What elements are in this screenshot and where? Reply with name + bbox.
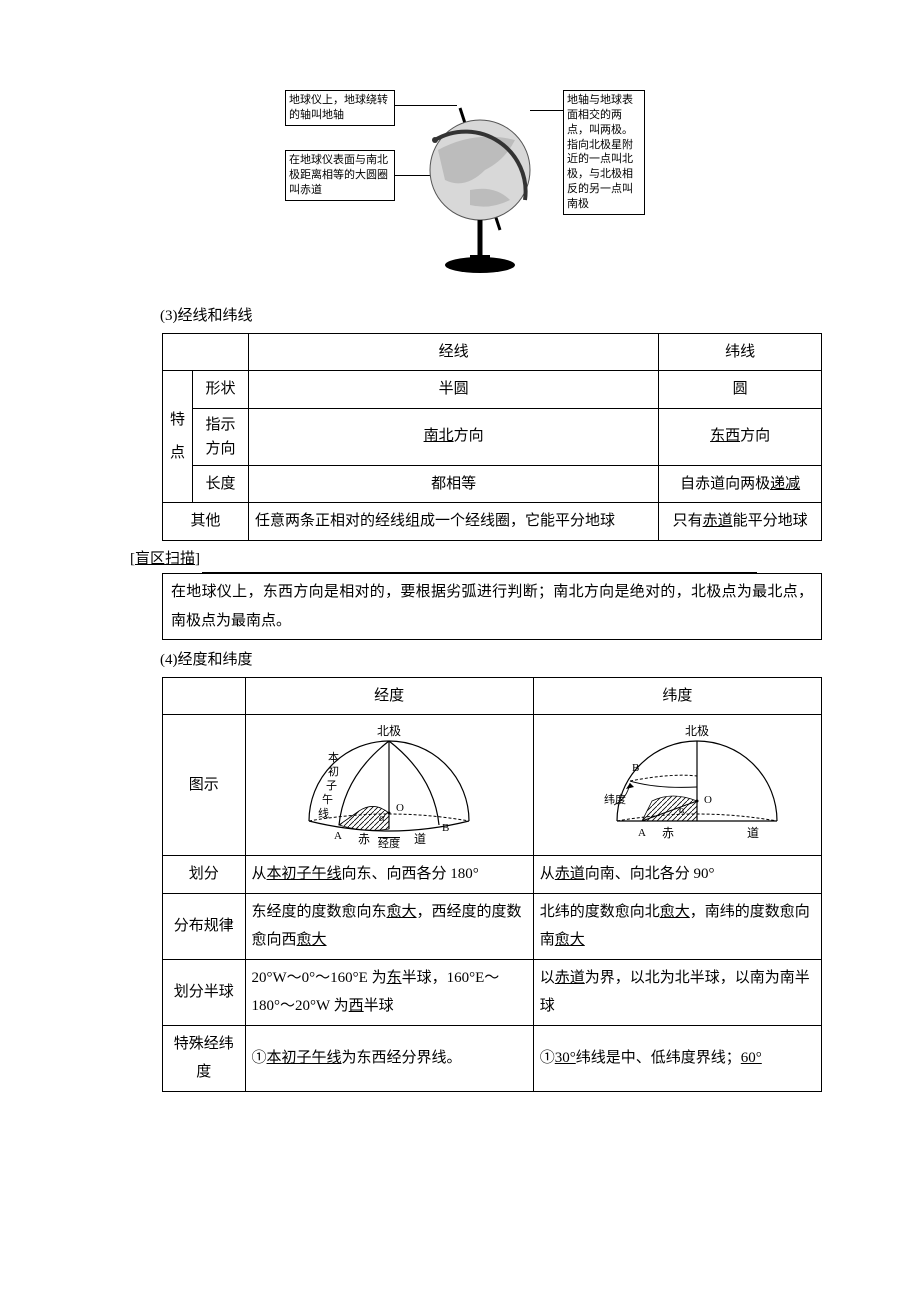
svg-text:α: α xyxy=(379,812,385,824)
globe-illustration xyxy=(415,100,545,280)
svg-text:赤: 赤 xyxy=(662,826,674,840)
huafen-wei: 从赤道向南、向北各分 90° xyxy=(533,856,821,894)
row-fenbu-label: 分布规律 xyxy=(163,893,246,959)
section3-title: (3)经线和纬线 xyxy=(130,302,800,331)
teshu-jing: ①本初子午线为东西经分界线。 xyxy=(245,1025,533,1091)
callout-axis: 地球仪上，地球绕转的轴叫地轴 xyxy=(285,90,395,126)
svg-text:北极: 北极 xyxy=(377,724,401,738)
blindspot-scan-line xyxy=(202,572,757,573)
row-direction-label: 指示方向 xyxy=(193,408,249,465)
direction-wei: 东西方向 xyxy=(659,408,822,465)
svg-text:O: O xyxy=(396,802,404,814)
blindspot-scan-header: [盲区扫描] xyxy=(130,545,800,574)
th-jingxian: 经线 xyxy=(249,333,659,371)
svg-text:A: A xyxy=(334,830,342,842)
th-jingdu: 经度 xyxy=(245,677,533,715)
svg-text:道: 道 xyxy=(414,832,426,846)
svg-text:初: 初 xyxy=(328,764,339,778)
rowgroup-feature: 特点 xyxy=(163,371,193,503)
shape-wei: 圆 xyxy=(659,371,822,409)
teshu-wei: ①30°纬线是中、低纬度界线；60° xyxy=(533,1025,821,1091)
other-wei: 只有赤道能平分地球 xyxy=(659,503,822,541)
svg-text:午: 午 xyxy=(322,793,333,806)
fenbu-wei: 北纬的度数愈向北愈大，南纬的度数愈向南愈大 xyxy=(533,893,821,959)
svg-text:赤: 赤 xyxy=(358,832,370,846)
svg-text:B: B xyxy=(632,762,639,774)
blindspot-note: 在地球仪上，东西方向是相对的，要根据劣弧进行判断；南北方向是绝对的，北极点为最北… xyxy=(162,573,822,640)
length-jing: 都相等 xyxy=(249,465,659,503)
table-jingwei-degrees: 经度 纬度 图示 北极 O α A B 本 初 子 午 xyxy=(162,677,822,1092)
length-wei: 自赤道向两极递减 xyxy=(659,465,822,503)
svg-text:经度: 经度 xyxy=(378,836,400,849)
globe-figure: 地球仪上，地球绕转的轴叫地轴 在地球仪表面与南北极距离相等的大圆圈叫赤道 地轴与… xyxy=(285,90,645,290)
diagram-jingdu: 北极 O α A B 本 初 子 午 线 赤 道 经度 xyxy=(245,715,533,856)
banqiu-jing: 20°W～0°～160°E 为东半球，160°E～180°～20°W 为西半球 xyxy=(245,959,533,1025)
svg-text:本: 本 xyxy=(328,750,339,764)
row-length-label: 长度 xyxy=(193,465,249,503)
row-tushi-label: 图示 xyxy=(163,715,246,856)
svg-text:A: A xyxy=(638,827,646,839)
svg-text:北极: 北极 xyxy=(685,724,709,738)
callout-poles: 地轴与地球表面相交的两点，叫两极。指向北极星附近的一点叫北极，与北极相反的另一点… xyxy=(563,90,645,215)
svg-text:α: α xyxy=(679,804,685,816)
svg-text:O: O xyxy=(704,794,712,806)
th-weidu: 纬度 xyxy=(533,677,821,715)
svg-text:道: 道 xyxy=(747,826,759,840)
section4-title: (4)经度和纬度 xyxy=(130,646,800,675)
direction-jing: 南北方向 xyxy=(249,408,659,465)
row-teshu-label: 特殊经纬度 xyxy=(163,1025,246,1091)
blindspot-scan-label: [盲区扫描] xyxy=(130,545,200,574)
diagram-weidu: 北极 O α A B 纬度 赤 道 xyxy=(533,715,821,856)
other-jing: 任意两条正相对的经线组成一个经线圈，它能平分地球 xyxy=(249,503,659,541)
row-huafen-label: 划分 xyxy=(163,856,246,894)
callout-equator: 在地球仪表面与南北极距离相等的大圆圈叫赤道 xyxy=(285,150,395,201)
table-jingwei-lines: 经线 纬线 特点 形状 半圆 圆 指示方向 南北方向 东西方向 长度 都相等 自… xyxy=(162,333,822,541)
th-weixian: 纬线 xyxy=(659,333,822,371)
shape-jing: 半圆 xyxy=(249,371,659,409)
svg-text:线: 线 xyxy=(318,806,329,820)
row-other-label: 其他 xyxy=(163,503,249,541)
svg-text:子: 子 xyxy=(326,779,337,792)
row-shape-label: 形状 xyxy=(193,371,249,409)
row-banqiu-label: 划分半球 xyxy=(163,959,246,1025)
huafen-jing: 从本初子午线向东、向西各分 180° xyxy=(245,856,533,894)
svg-text:B: B xyxy=(442,822,449,834)
fenbu-jing: 东经度的度数愈向东愈大，西经度的度数愈向西愈大 xyxy=(245,893,533,959)
banqiu-wei: 以赤道为界，以北为北半球，以南为南半球 xyxy=(533,959,821,1025)
